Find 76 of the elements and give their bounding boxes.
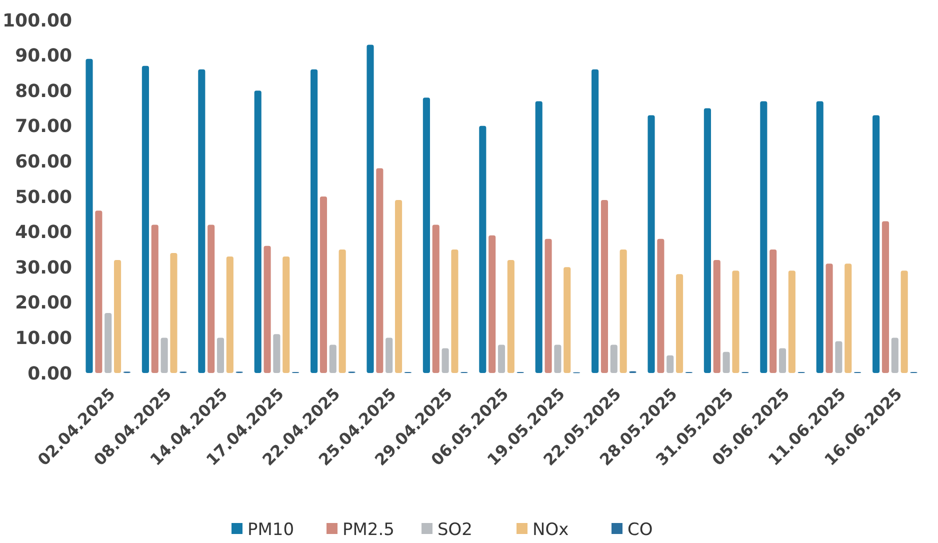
y-tick-label: 70.00 (15, 116, 72, 138)
bar (788, 270, 796, 373)
bar (498, 344, 506, 373)
bar (872, 115, 880, 373)
y-tick-label: 100.00 (2, 10, 72, 32)
bar (778, 348, 786, 373)
bar (310, 69, 318, 373)
bar (208, 224, 215, 373)
y-tick-label: 40.00 (15, 222, 72, 244)
bar (273, 334, 280, 373)
y-tick-label: 10.00 (15, 328, 72, 349)
bar (564, 267, 571, 373)
bar (226, 256, 234, 373)
bar (264, 246, 271, 373)
bar (554, 344, 562, 373)
bar (657, 238, 664, 373)
y-tick-label: 0.00 (28, 363, 72, 384)
bar (610, 344, 618, 373)
bar (704, 108, 711, 373)
bar (891, 338, 898, 373)
bar (844, 264, 852, 373)
y-tick-label: 90.00 (15, 46, 72, 67)
y-tick-label: 30.00 (15, 257, 72, 278)
bar (713, 260, 720, 373)
legend-label: NOx (532, 520, 569, 540)
bar (394, 200, 402, 373)
bar (770, 249, 777, 373)
legend-label: PM2.5 (342, 520, 394, 540)
bar (900, 270, 908, 373)
bar (432, 224, 440, 373)
bar (254, 90, 262, 373)
bar (442, 348, 449, 373)
y-tick-label: 80.00 (15, 80, 72, 102)
bar (151, 224, 158, 373)
bar (544, 238, 552, 373)
bar (104, 312, 112, 373)
legend-label: CO (628, 520, 653, 540)
bar (338, 249, 346, 373)
bar (376, 168, 384, 373)
bar (320, 196, 328, 373)
bar (666, 355, 674, 373)
bar (882, 221, 890, 373)
bar (648, 115, 655, 373)
y-tick-label: 20.00 (15, 292, 72, 314)
y-tick-label: 50.00 (15, 186, 72, 208)
bar (451, 249, 458, 373)
bar (142, 66, 149, 373)
y-tick-label: 60.00 (15, 152, 72, 172)
bar (329, 344, 336, 373)
bar (216, 338, 224, 373)
bar (386, 338, 393, 373)
bar (620, 249, 627, 373)
bar (507, 260, 514, 373)
bar (535, 101, 542, 373)
bar (479, 126, 486, 373)
bar (722, 352, 730, 373)
bar (114, 260, 122, 373)
bar (600, 200, 608, 373)
bar (86, 58, 93, 373)
bar (366, 44, 374, 373)
bar (488, 235, 496, 373)
bar (592, 69, 599, 373)
bar (170, 252, 178, 373)
bar (835, 341, 842, 373)
bar (732, 270, 740, 373)
bar (422, 98, 430, 373)
legend-label: PM10 (248, 520, 294, 540)
bar (816, 101, 824, 373)
bar (160, 338, 168, 373)
bar (826, 264, 833, 373)
bar (676, 274, 684, 373)
bar (760, 101, 768, 373)
bar (282, 256, 290, 373)
bar (198, 69, 206, 373)
legend-label: SO2 (438, 520, 472, 540)
bar (95, 210, 102, 373)
